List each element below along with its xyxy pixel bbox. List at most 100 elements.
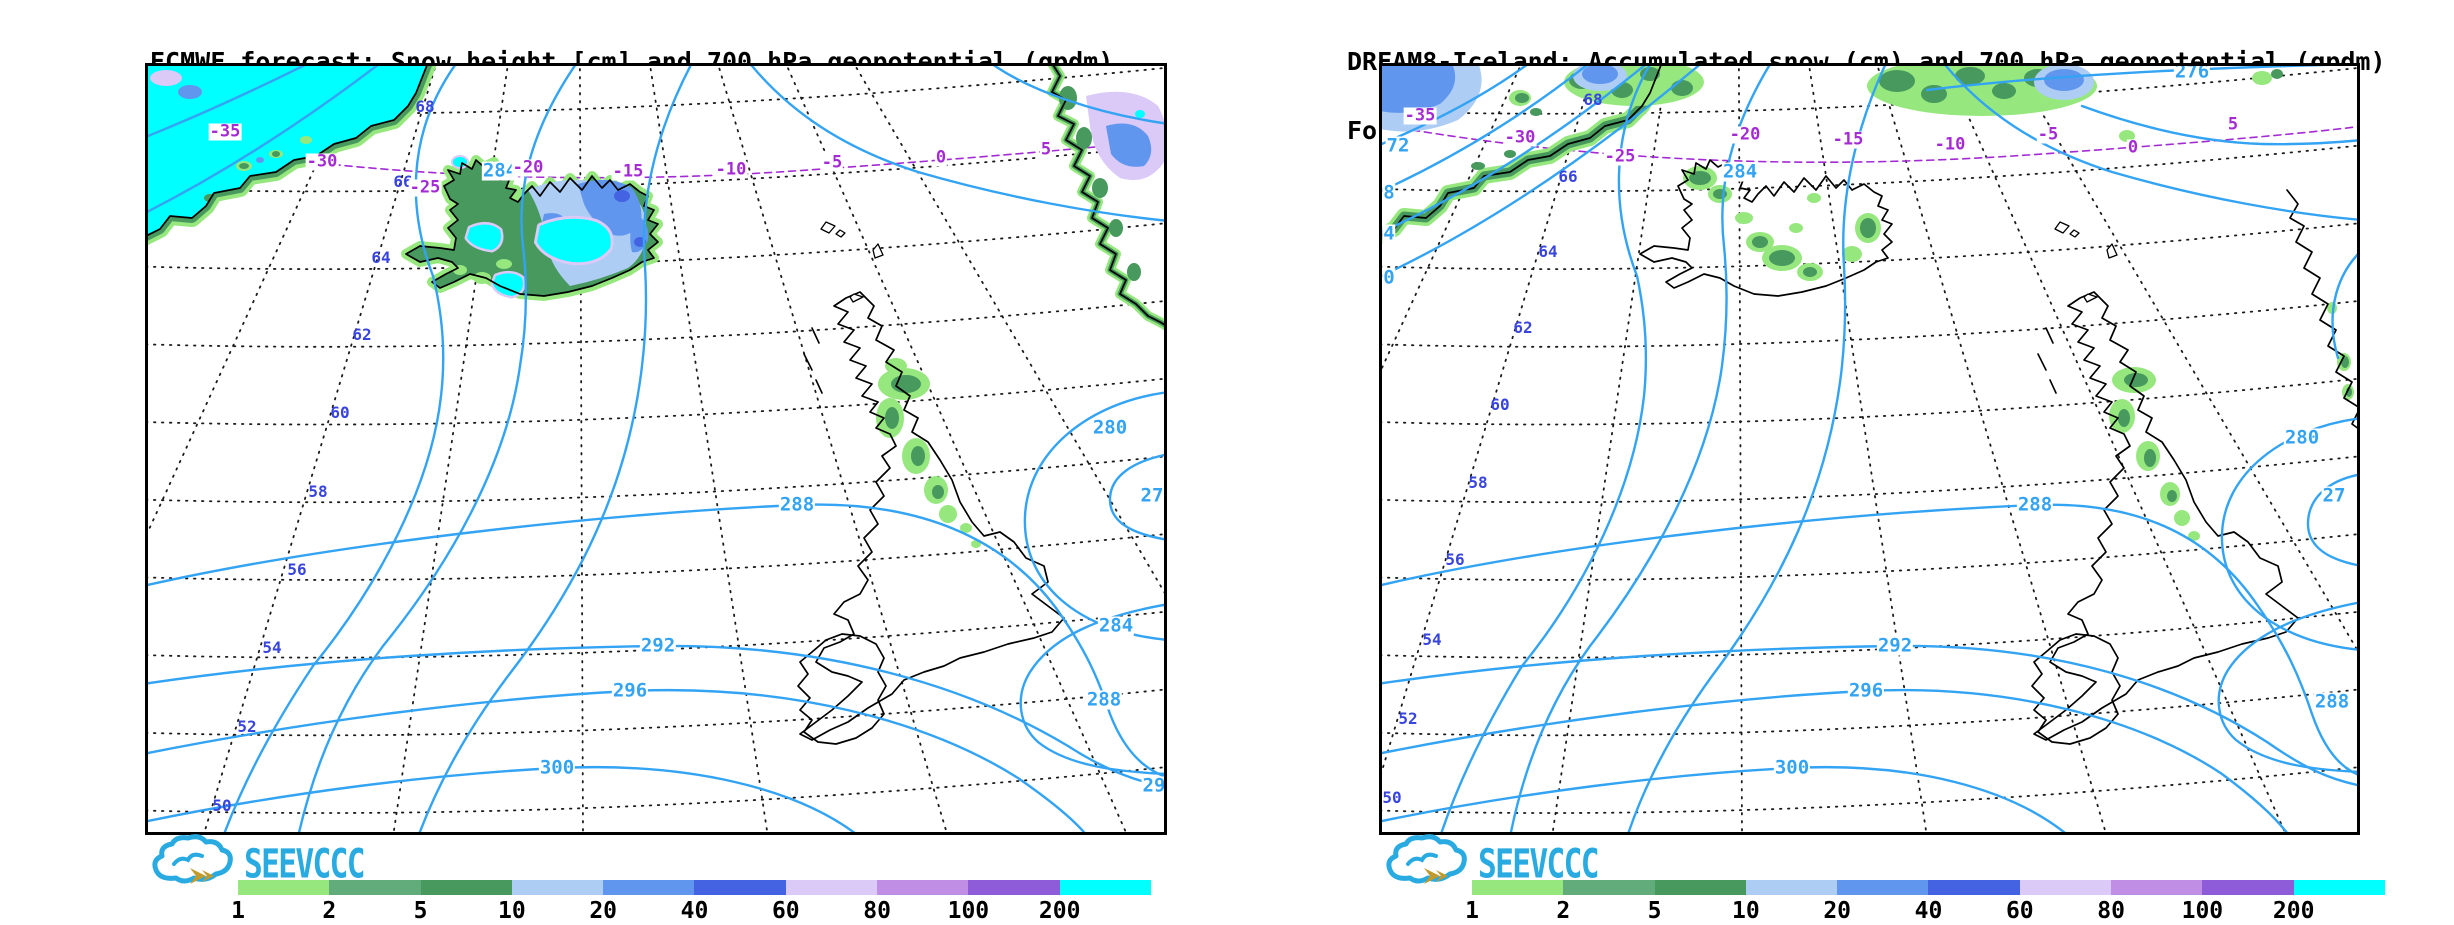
legend-value: 60 [2005,898,2034,924]
contour-label: 292 [1876,634,1914,657]
snow-scale-legend: 1 2 5 10 20 40 60 80 100 200 [1465,880,2385,924]
legend-color-segment [1745,880,1838,895]
contour-label: 276 [2173,66,2211,82]
seevccc-logo-text: SEEVCCC [244,840,365,888]
legend-value: 1 [231,898,245,924]
legend-value: 20 [589,898,618,924]
legend-value: 80 [2097,898,2125,924]
temperature-label: -25 [408,177,442,198]
temperature-label: -30 [305,151,339,172]
map-canvas [148,66,1164,832]
contour-label: 8 [1382,181,1396,204]
contour-label: 280 [1091,416,1129,439]
legend-color-segment [1059,880,1151,895]
latitude-label: 60 [1490,395,1510,414]
latitude-label: 62 [352,325,372,344]
temperature-label: -20 [1728,124,1762,145]
legend-color-segment [785,880,878,895]
contour-label: 280 [2283,426,2321,449]
legend-value: 100 [2181,898,2224,924]
legend-color-segment [1837,880,1929,895]
seevccc-cloud-icon [1380,833,1476,895]
temperature-label: -25 [1603,146,1637,167]
legend-value: 40 [680,898,709,924]
legend-value: 2 [1556,898,1571,924]
legend-value: 1 [1465,898,1479,924]
legend-color-segment [2111,880,2203,895]
contour-label: 29 [1141,776,1164,796]
latitude-label: 62 [1513,318,1533,337]
legend-color-segment [2202,880,2294,895]
legend-value: 60 [771,898,800,924]
legend-color-segment [420,880,512,895]
temperature-label: 5 [1039,139,1053,160]
latitude-label: 50 [1382,788,1402,807]
legend-value: 200 [2272,898,2315,924]
seevccc-logo: SEEVCCC [146,834,390,894]
latitude-label: 52 [1398,709,1418,728]
snow-scale-legend: 1 2 5 10 20 40 60 80 100 200 [231,880,1151,924]
latitude-label: 58 [1468,473,1488,492]
seevccc-logo: SEEVCCC [1380,834,1624,894]
legend-value: 80 [863,898,891,924]
legend-color-segment [1928,880,2020,895]
temperature-label: -30 [1503,127,1537,148]
legend-color-segment [511,880,604,895]
latitude-label: 54 [1422,630,1442,649]
temperature-label: 0 [934,147,948,168]
temperature-label: 0 [2126,137,2140,158]
contour-label: 300 [538,756,576,779]
latitude-label: 64 [371,248,391,267]
legend-color-segment [1472,880,1564,895]
contour-label: 288 [778,493,816,516]
temperature-label: -35 [1403,105,1437,126]
legend-color-segment [1563,880,1655,895]
legend-value: 10 [498,898,526,924]
temperature-label: -10 [1933,134,1967,155]
contour-label: 288 [2016,493,2054,516]
latitude-label: 66 [1558,167,1578,186]
contour-label: 284 [1097,614,1135,637]
legend-value: 2 [322,898,337,924]
contour-label: 292 [639,634,677,657]
contour-label: 288 [2313,690,2351,713]
contour-label: 300 [1773,756,1811,779]
contour-label: 27 [2321,484,2347,507]
latitude-label: 58 [308,482,328,501]
legend-color-segment [2293,880,2385,895]
contour-label: 0 [1382,266,1396,289]
temperature-label: -5 [2036,124,2060,145]
contour-label: 284 [481,159,519,182]
seevccc-logo-text: SEEVCCC [1478,840,1599,888]
legend-color-segment [877,880,969,895]
latitude-label: 68 [1583,90,1603,109]
legend-color-segment [694,880,786,895]
seevccc-cloud-icon [146,833,242,895]
contour-label: 296 [1847,679,1885,702]
legend-color-segment [238,880,330,895]
temperature-label: -15 [611,161,645,182]
legend-value: 40 [1914,898,1943,924]
latitude-label: 54 [262,638,282,657]
latitude-label: 60 [330,403,350,422]
legend-value: 5 [1647,898,1662,924]
contour-label: 72 [1385,134,1411,157]
legend-value: 100 [947,898,990,924]
latitude-label: 68 [415,97,435,116]
temperature-label: -15 [1831,129,1865,150]
legend-color-segment [329,880,421,895]
legend-color-segment [603,880,695,895]
temperature-label: -5 [820,152,844,173]
legend-color-segment [2019,880,2112,895]
latitude-label: 64 [1538,242,1558,261]
panel-ecmwf-map: 284 280 27 288 284 288 29 292 296 300 68 66 64 62 60 58… [148,66,1164,832]
panel-dream8-map: 276 284 280 27 288 288 292 296 300 72 8 4 0 68 66 64 62 6… [1382,66,2357,832]
temperature-label: -10 [714,159,748,180]
latitude-label: 52 [237,717,257,736]
legend-value: 200 [1038,898,1081,924]
legend-color-segment [968,880,1060,895]
latitude-label: 50 [212,796,232,815]
temperature-label: -20 [511,157,545,178]
legend-value: 5 [413,898,428,924]
